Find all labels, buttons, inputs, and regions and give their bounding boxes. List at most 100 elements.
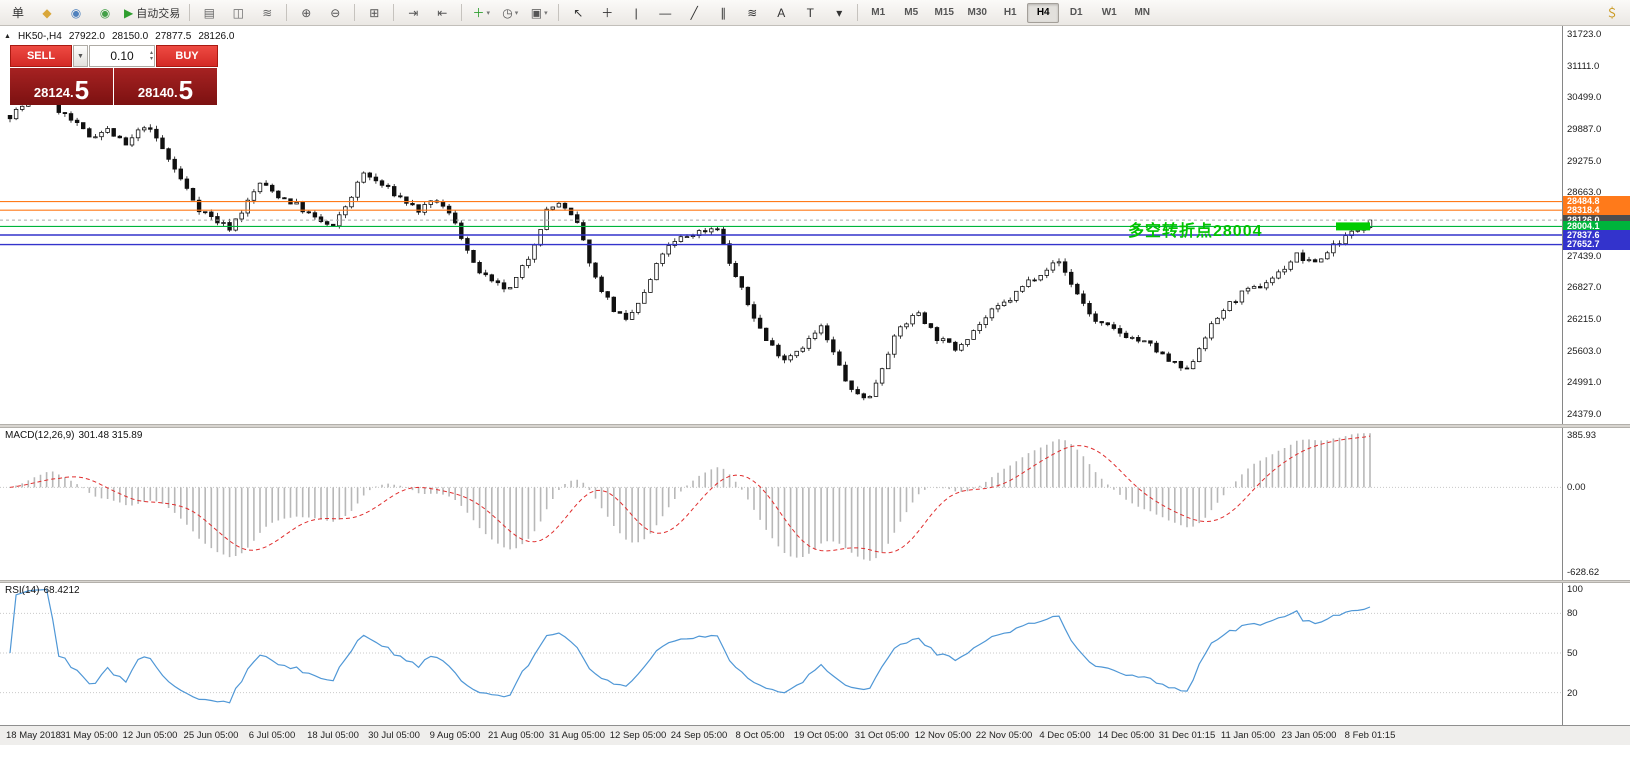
time-tick-label: 31 Aug 05:00: [549, 730, 605, 741]
timeframe-w1[interactable]: W1: [1101, 7, 1117, 18]
toolbar-separator: [286, 4, 288, 21]
level-price-tag[interactable]: 28318.4: [1563, 204, 1630, 216]
timeframe-h1[interactable]: H1: [1003, 7, 1017, 18]
templates-icon-dropdown[interactable]: ▾: [544, 9, 548, 17]
bar-chart-icon: ▤: [203, 5, 215, 20]
autotrade-button-label: 自动交易: [136, 7, 181, 20]
navigator-icon: ◉: [70, 5, 82, 20]
level-price-tag[interactable]: 28484.8: [1563, 196, 1630, 208]
bottom-strip: [0, 745, 1630, 769]
zoom-out-icon[interactable]: ⊖: [321, 2, 349, 24]
volume-up-icon[interactable]: ▴: [149, 50, 153, 56]
fibonacci-icon[interactable]: ≋: [738, 2, 766, 24]
rsi-pane[interactable]: RSI(14) 68.4212 100 80 50 20: [0, 583, 1630, 725]
terminal-icon: ◉: [99, 5, 111, 20]
timeframe-m15[interactable]: M15: [934, 7, 954, 18]
horizontal-line-icon[interactable]: —: [651, 2, 679, 24]
fibonacci-icon: ≋: [747, 5, 758, 20]
price-tick-label: 24379.0: [1567, 409, 1602, 420]
new-chart-icon-dropdown[interactable]: ▾: [486, 9, 490, 17]
pane-splitter[interactable]: [0, 424, 1630, 428]
timeframe-mn[interactable]: MN: [1134, 7, 1151, 18]
candlestick-chart-icon[interactable]: ◫: [224, 2, 252, 24]
time-tick-label: 31 Oct 05:00: [854, 730, 910, 741]
time-tick-label: 22 Nov 05:00: [975, 730, 1033, 741]
cursor-icon[interactable]: ↖: [564, 2, 592, 24]
label-icon[interactable]: T: [796, 2, 824, 24]
bar-chart-icon[interactable]: ▤: [195, 2, 223, 24]
tile-windows-icon: ⊞: [369, 5, 380, 20]
auto-scroll-icon[interactable]: ⇥: [399, 2, 427, 24]
channel-icon[interactable]: ∥: [709, 2, 737, 24]
volume-down-icon[interactable]: ▾: [149, 56, 153, 62]
chart-shift-icon[interactable]: ⇤: [428, 2, 456, 24]
buy-price[interactable]: 28140. 5: [114, 68, 217, 105]
tile-windows-icon[interactable]: ⊞: [360, 2, 388, 24]
macd-canvas[interactable]: [0, 428, 1563, 580]
time-tick-label: 18 May 2018: [6, 730, 61, 741]
level-price-tag[interactable]: 27837.6: [1563, 229, 1630, 241]
time-tick-label: 18 Jul 05:00: [307, 730, 359, 741]
chart-annotation: 多空转折点28004: [1128, 223, 1263, 240]
trade-panel-collapse-icon[interactable]: ▲: [4, 33, 11, 40]
market-watch-icon[interactable]: ◆: [33, 2, 61, 24]
trendline-icon[interactable]: ╱: [680, 2, 708, 24]
volume-stepper[interactable]: ▴ ▾: [150, 46, 153, 66]
toolbar-separator: [558, 4, 560, 21]
autotrade-button[interactable]: ▶ 自动交易: [120, 2, 184, 24]
open-value: 27922.0: [68, 31, 105, 42]
periods-icon[interactable]: ◷ ▾: [496, 2, 524, 24]
price-tick-label: 29887.0: [1567, 124, 1602, 135]
time-axis[interactable]: 18 May 2018 31 May 05:00 12 Jun 05:00 25 Ju…: [0, 725, 1630, 745]
zoom-out-icon: ⊖: [330, 5, 341, 20]
cursor-icon: ↖: [573, 5, 584, 20]
time-tick-label: 31 May 05:00: [60, 730, 118, 741]
price-chart-canvas[interactable]: [0, 26, 1563, 424]
level-price-tag[interactable]: 27652.7: [1563, 239, 1630, 251]
buy-button[interactable]: BUY: [156, 45, 218, 67]
buy-price-main: 28140.: [137, 85, 178, 100]
vertical-line-icon[interactable]: |: [622, 2, 650, 24]
pane-splitter[interactable]: [0, 580, 1630, 583]
zoom-in-icon[interactable]: ⊕: [292, 2, 320, 24]
sell-price[interactable]: 28124. 5: [10, 68, 113, 105]
timeframe-h4[interactable]: H4: [1027, 2, 1060, 23]
time-tick-label: 25 Jun 05:00: [183, 730, 239, 741]
timeframe-m30[interactable]: M30: [967, 7, 987, 18]
crosshair-icon: ＋: [601, 6, 614, 20]
timeframe-m1[interactable]: M1: [871, 7, 886, 18]
volume-input[interactable]: 0.10 ▴ ▾: [89, 45, 155, 67]
level-price-tag[interactable]: 28004.1: [1563, 220, 1630, 232]
navigator-icon[interactable]: ◉: [62, 2, 90, 24]
main-toolbar: 单 ◆ ◉ ◉ ▶ 自动交易 ▤ ◫ ≋ ⊕ ⊖ ⊞ ⇥ ⇤ ＋ ▾ ◷ ▾ ▣ ▾ ↖ ＋ | — ╱ ∥ ≋ A T ▾ M1 M5 M1…: [0, 0, 1630, 26]
periods-icon-dropdown[interactable]: ▾: [514, 9, 519, 17]
macd-pane[interactable]: MACD(12,26,9) 301.48 315.89 385.93 0.00 -62…: [0, 428, 1630, 580]
rsi-canvas[interactable]: [0, 583, 1563, 725]
auto-scroll-icon: ⇥: [408, 5, 419, 20]
crosshair-icon[interactable]: ＋: [593, 2, 621, 24]
toolbar-separator: [857, 4, 859, 21]
macd-tick-label: -628.62: [1567, 567, 1600, 579]
volume-value: 0.10: [110, 49, 134, 63]
line-chart-icon[interactable]: ≋: [253, 2, 281, 24]
templates-icon[interactable]: ▣ ▾: [525, 2, 553, 24]
timeframe-d1[interactable]: D1: [1069, 7, 1083, 18]
price-tick-label: 30499.0: [1567, 92, 1602, 104]
new-order-button[interactable]: 单: [4, 2, 32, 24]
volume-dropdown-icon[interactable]: ▼: [73, 45, 88, 67]
new-chart-icon: ＋: [472, 6, 485, 20]
new-chart-icon[interactable]: ＋ ▾: [467, 2, 495, 24]
macd-tick-label: 385.93: [1567, 430, 1597, 442]
price-tick-label: 26827.0: [1567, 282, 1602, 294]
text-icon[interactable]: A: [767, 2, 795, 24]
time-tick-label: 14 Dec 05:00: [1097, 730, 1155, 741]
sell-button[interactable]: SELL: [10, 45, 72, 67]
timeframe-m5[interactable]: M5: [904, 7, 919, 18]
terminal-icon[interactable]: ◉: [91, 2, 119, 24]
price-chart-pane[interactable]: ▲ HK50-,H4 27922.0 28150.0 27877.5 28126…: [0, 26, 1630, 424]
text-icon: A: [777, 5, 786, 20]
economic-data-icon[interactable]: ＄: [1605, 6, 1618, 20]
arrows-dropdown-icon[interactable]: ▾: [825, 2, 853, 24]
market-watch-icon: ◆: [42, 5, 52, 20]
trade-panel-controls: SELL ▼ 0.10 ▴ ▾ BUY: [10, 45, 218, 67]
